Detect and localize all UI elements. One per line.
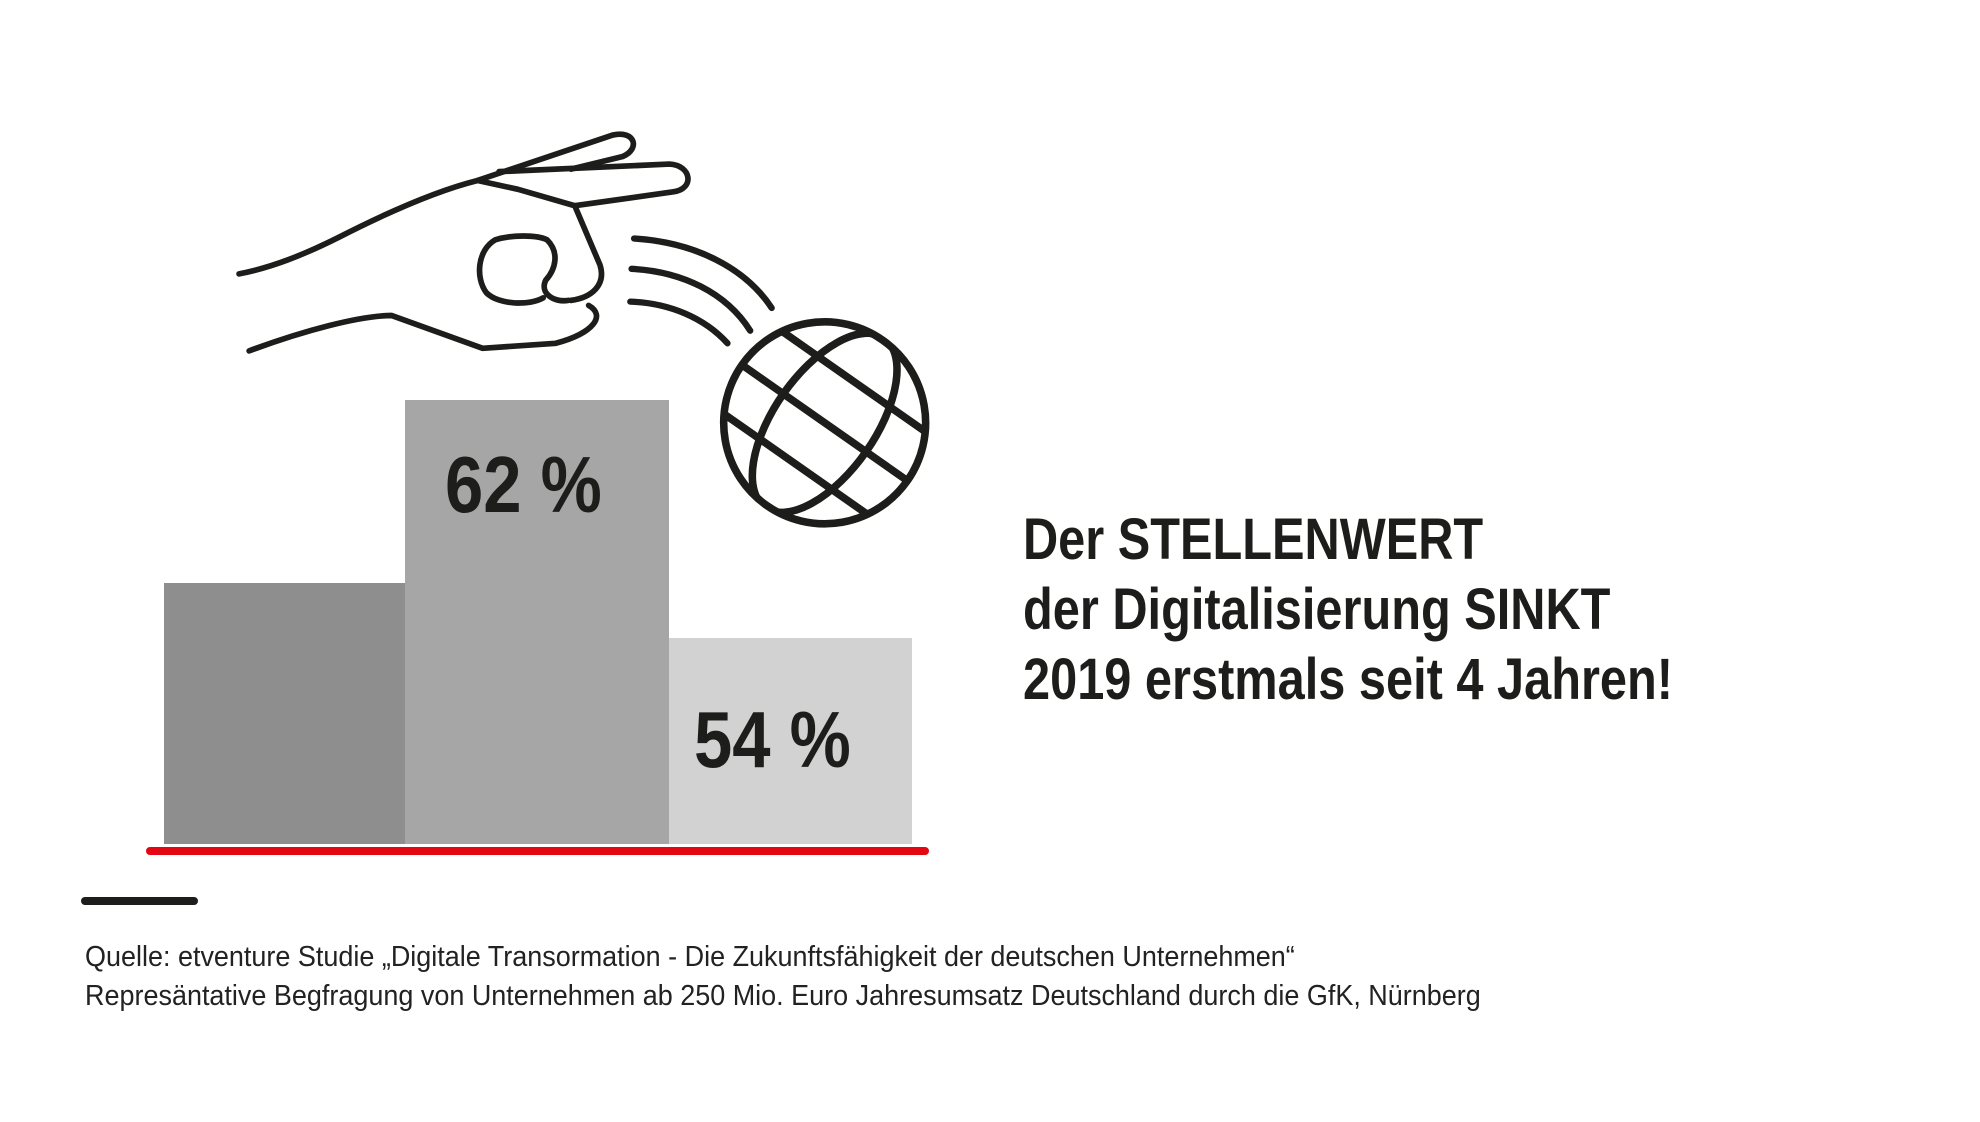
headline-line-3: 2019 erstmals seit 4 Jahren!: [1023, 647, 1673, 712]
baseline-red-line: [146, 847, 929, 855]
divider-line: [81, 897, 198, 905]
source-note: Quelle: etventure Studie „Digitale Trans…: [85, 938, 1481, 1016]
headline: Der STELLENWERT der Digitalisierung SINK…: [1023, 505, 1673, 715]
source-line-2: Represäntative Begfragung von Unternehme…: [85, 980, 1481, 1012]
bar-3-54-percent: [669, 638, 912, 844]
motion-lines: [627, 235, 775, 347]
globe-icon: [700, 313, 949, 533]
bar-1: [164, 583, 405, 844]
bar-2-62-percent: [405, 400, 669, 844]
source-line-1: Quelle: etventure Studie „Digitale Trans…: [85, 941, 1295, 973]
bar-2-value-label: 62 %: [445, 440, 602, 529]
hand-icon: [236, 131, 691, 354]
headline-line-2: der Digitalisierung SINKT: [1023, 577, 1611, 642]
bar-3-value-label: 54 %: [694, 695, 851, 784]
headline-line-1: Der STELLENWERT: [1023, 507, 1484, 572]
